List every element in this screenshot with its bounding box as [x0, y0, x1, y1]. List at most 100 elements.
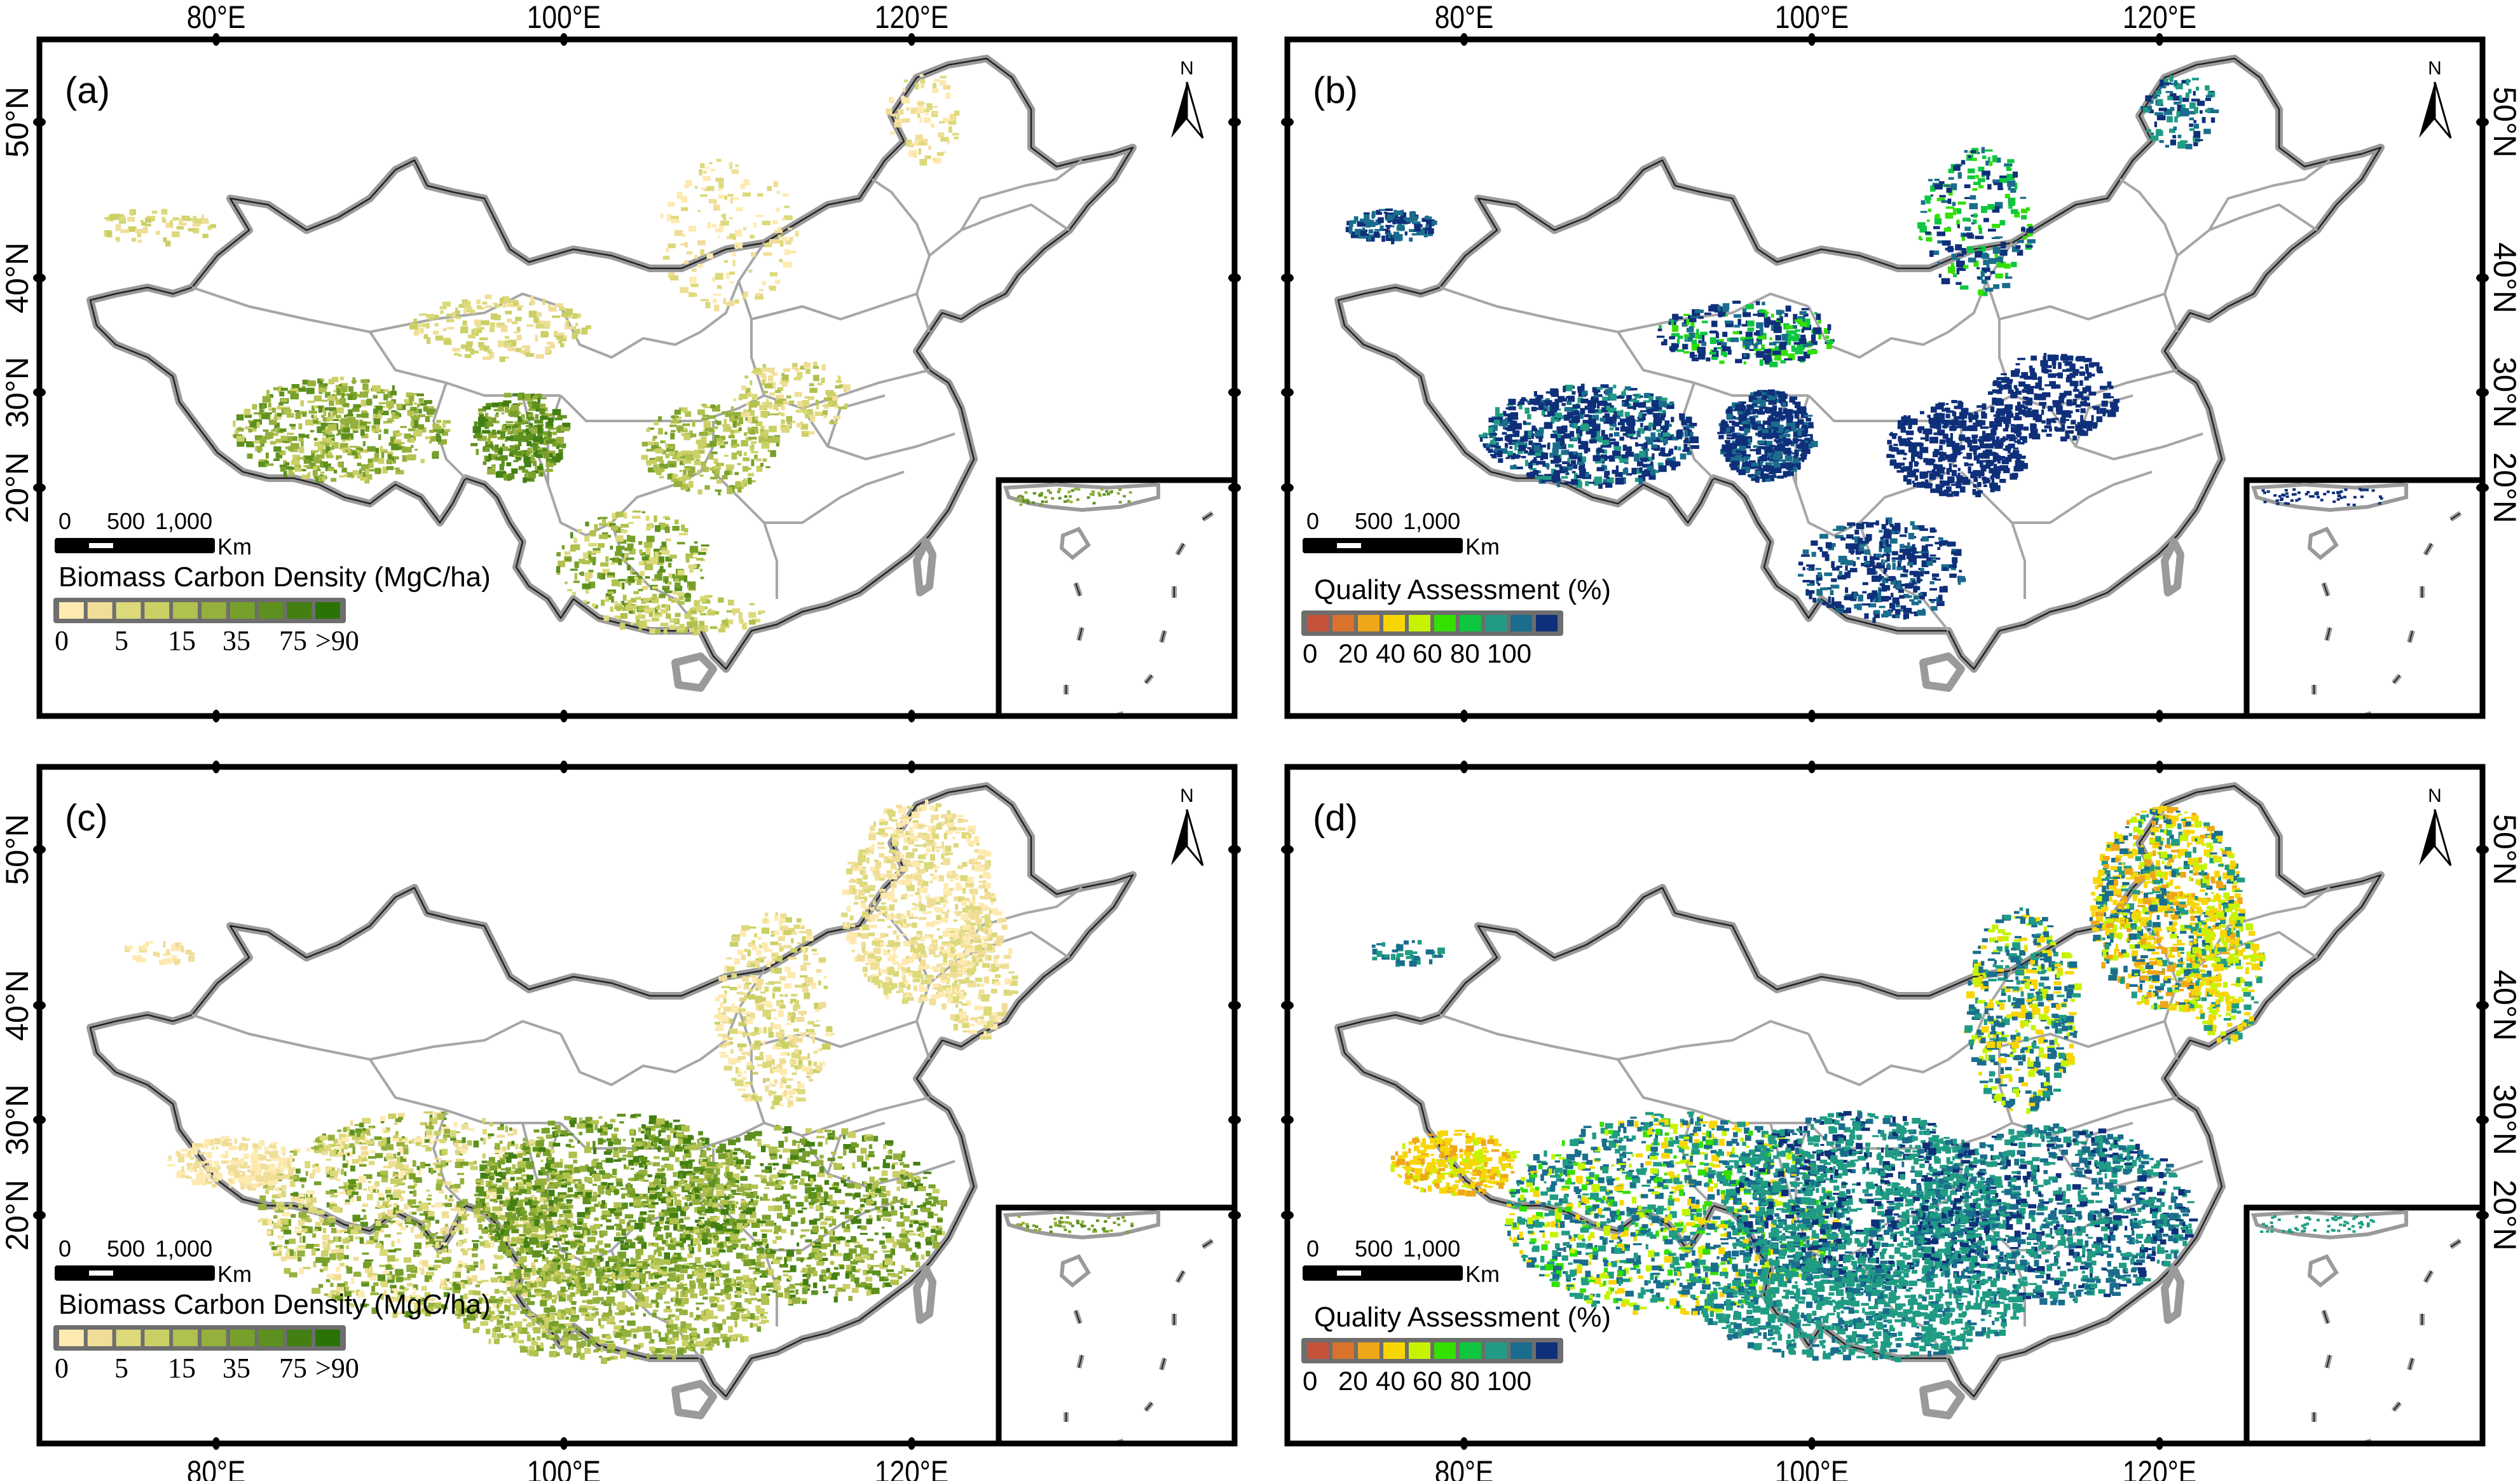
raster-pixel [1577, 412, 1584, 419]
raster-pixel [1935, 484, 1943, 490]
raster-pixel [1957, 267, 1966, 272]
raster-pixel [1941, 452, 1947, 457]
raster-pixel [1952, 449, 1956, 455]
raster-pixel [1906, 553, 1915, 560]
latitude-tick [1228, 388, 1241, 397]
raster-pixel [1549, 452, 1558, 458]
raster-pixel [525, 429, 529, 432]
raster-pixel [1573, 408, 1578, 411]
raster-pixel [2146, 129, 2151, 132]
raster-pixel [2080, 422, 2087, 429]
raster-pixel [1378, 217, 1384, 223]
raster-pixel [313, 415, 317, 420]
raster-pixel [638, 613, 642, 617]
raster-pixel [1765, 312, 1769, 314]
raster-pixel [730, 432, 734, 437]
raster-pixel [340, 443, 348, 449]
raster-pixel [184, 216, 188, 220]
legend-tick-label: 15 [168, 625, 196, 656]
raster-pixel [548, 427, 556, 431]
raster-pixel [1741, 324, 1748, 327]
raster-pixel [1956, 476, 1963, 480]
raster-pixel [566, 319, 570, 327]
raster-pixel [769, 286, 774, 289]
raster-pixel [1657, 335, 1665, 338]
raster-pixel [694, 460, 701, 465]
raster-pixel [278, 385, 283, 393]
raster-pixel [1676, 434, 1683, 439]
raster-pixel [517, 327, 521, 332]
raster-pixel [551, 456, 560, 463]
raster-pixel [1961, 248, 1966, 255]
raster-pixel [830, 396, 839, 401]
raster-pixel [745, 388, 751, 394]
raster-pixel [646, 557, 653, 564]
raster-pixel [1979, 443, 1987, 449]
raster-pixel [547, 418, 552, 424]
raster-pixel [1887, 439, 1892, 444]
raster-pixel [2170, 139, 2176, 146]
raster-pixel [509, 411, 518, 417]
raster-pixel [914, 149, 917, 156]
raster-pixel [2103, 392, 2111, 399]
raster-pixel [1919, 443, 1923, 448]
raster-pixel [1399, 217, 1406, 223]
raster-pixel [1768, 465, 1774, 469]
raster-pixel [1581, 463, 1585, 470]
raster-pixel [699, 432, 708, 436]
raster-pixel [746, 410, 755, 417]
raster-pixel [1566, 396, 1570, 399]
raster-pixel [1713, 347, 1717, 351]
raster-pixel [747, 477, 752, 485]
raster-pixel [564, 322, 567, 329]
raster-pixel [308, 472, 311, 477]
raster-pixel [728, 435, 735, 439]
raster-pixel [499, 446, 509, 451]
raster-pixel [1765, 462, 1772, 468]
raster-pixel [617, 582, 622, 588]
raster-pixel [1106, 493, 1110, 496]
raster-pixel [2008, 205, 2013, 209]
raster-pixel [734, 299, 739, 304]
raster-pixel [1733, 409, 1737, 411]
raster-pixel [1924, 483, 1933, 488]
raster-pixel [1698, 334, 1702, 340]
raster-pixel [1978, 475, 1982, 479]
raster-pixel [642, 619, 651, 622]
raster-pixel [452, 348, 460, 352]
raster-pixel [666, 604, 669, 611]
raster-pixel [535, 394, 542, 398]
raster-pixel [612, 513, 618, 520]
raster-pixel [1638, 443, 1644, 446]
raster-pixel [388, 418, 394, 422]
raster-pixel [744, 451, 747, 456]
raster-pixel [1971, 222, 1975, 225]
raster-pixel [413, 319, 417, 323]
raster-pixel [692, 420, 695, 427]
raster-pixel [654, 515, 657, 522]
raster-pixel [694, 186, 698, 189]
raster-pixel [835, 385, 842, 389]
raster-pixel [2065, 377, 2072, 383]
raster-pixel [1421, 217, 1427, 222]
raster-pixel [135, 229, 143, 233]
raster-pixel [924, 155, 931, 160]
raster-pixel [259, 437, 267, 443]
raster-pixel [320, 460, 324, 467]
raster-pixel [1071, 489, 1074, 492]
raster-pixel [1531, 428, 1538, 432]
raster-pixel [1929, 436, 1938, 444]
raster-pixel [1602, 482, 1611, 485]
raster-pixel [804, 410, 810, 415]
raster-pixel [759, 404, 767, 410]
raster-pixel [668, 563, 672, 568]
raster-pixel [362, 413, 369, 418]
raster-pixel [270, 441, 277, 445]
raster-pixel [277, 427, 280, 431]
raster-pixel [2177, 134, 2182, 139]
raster-pixel [1990, 475, 1994, 479]
raster-pixel [669, 625, 676, 630]
raster-pixel [695, 439, 704, 444]
raster-pixel [700, 249, 704, 256]
raster-pixel [2165, 144, 2170, 148]
